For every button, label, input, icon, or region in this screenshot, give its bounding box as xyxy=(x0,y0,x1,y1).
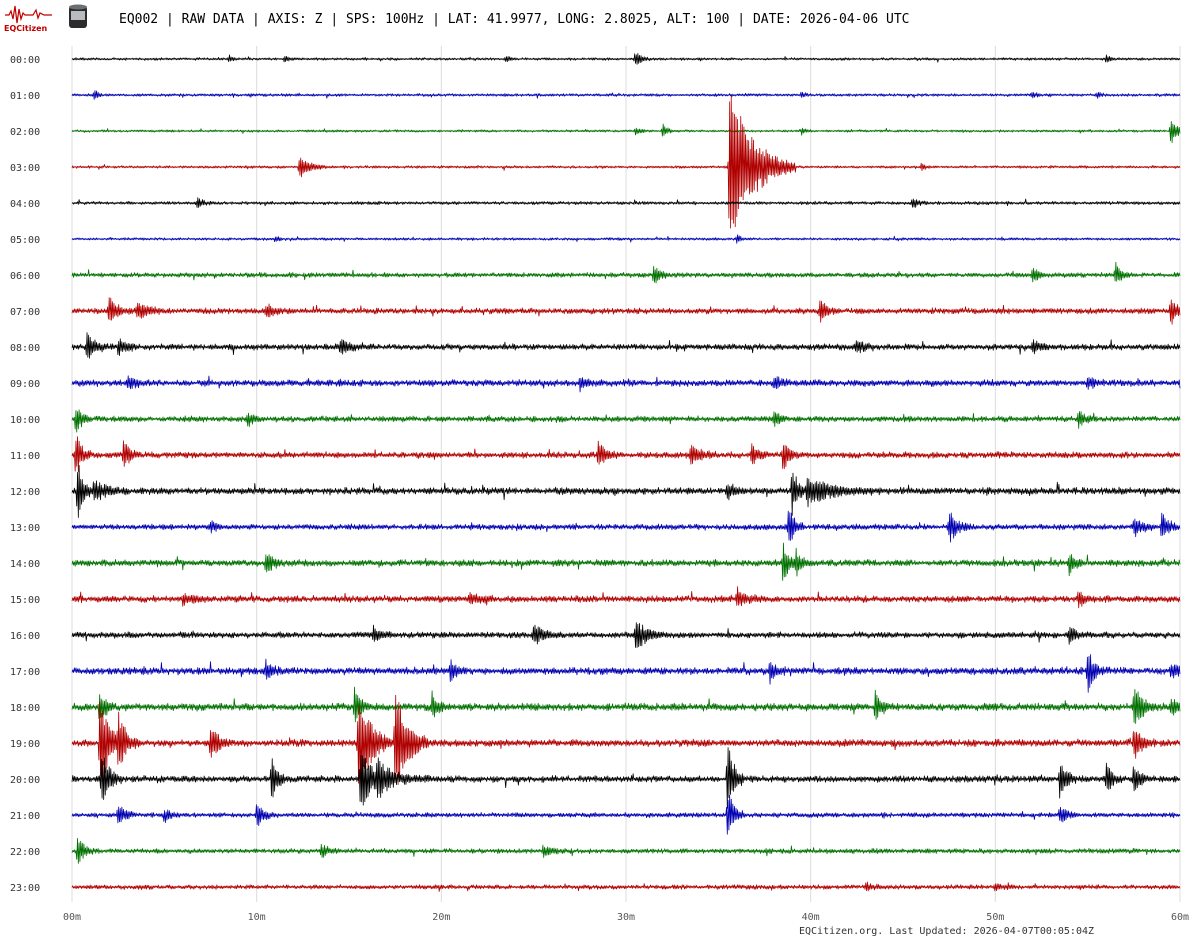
seismic-trace xyxy=(71,694,1181,795)
hour-label: 04:00 xyxy=(10,199,40,210)
hour-label: 09:00 xyxy=(10,379,40,390)
x-axis-ticks: 00m 10m 20m 30m 40m 50m 60m xyxy=(63,912,1189,923)
seismic-trace xyxy=(71,261,1181,284)
seismic-trace xyxy=(71,881,1181,892)
hour-label: 07:00 xyxy=(10,307,40,318)
hour-label: 03:00 xyxy=(10,163,40,174)
hour-label: 23:00 xyxy=(10,883,40,894)
hour-label: 14:00 xyxy=(10,559,40,570)
seismic-trace xyxy=(71,654,1181,693)
grid-lines xyxy=(71,46,1181,902)
seismic-trace xyxy=(71,622,1181,648)
hour-label: 15:00 xyxy=(10,595,40,606)
hour-label: 01:00 xyxy=(10,91,40,102)
hour-label: 17:00 xyxy=(10,667,40,678)
seismic-trace xyxy=(71,686,1181,724)
hour-label: 06:00 xyxy=(10,271,40,282)
sensor-device-icon xyxy=(69,4,87,28)
seismic-trace xyxy=(71,332,1181,359)
seismograph-logo-icon xyxy=(5,5,52,24)
seismic-trace xyxy=(71,586,1181,609)
hour-label: 16:00 xyxy=(10,631,40,642)
hour-label: 21:00 xyxy=(10,811,40,822)
seismic-trace xyxy=(71,409,1181,433)
seismic-trace xyxy=(71,837,1181,864)
hour-label: 13:00 xyxy=(10,523,40,534)
chart-title: EQ002 | RAW DATA | AXIS: Z | SPS: 100Hz … xyxy=(119,12,910,27)
hour-label: 22:00 xyxy=(10,847,40,858)
hour-label: 00:00 xyxy=(10,55,40,66)
x-tick-label: 00m xyxy=(63,912,81,923)
seismic-trace xyxy=(71,465,1181,518)
seismic-trace xyxy=(71,95,1181,229)
hour-label: 20:00 xyxy=(10,775,40,786)
hour-label: 11:00 xyxy=(10,451,40,462)
seismic-trace xyxy=(71,747,1181,809)
hour-label: 19:00 xyxy=(10,739,40,750)
hour-label: 12:00 xyxy=(10,487,40,498)
x-tick-label: 40m xyxy=(802,912,820,923)
logo: EQCitizen xyxy=(4,5,52,33)
hour-label: 08:00 xyxy=(10,343,40,354)
seismic-trace xyxy=(71,795,1181,835)
seismic-trace xyxy=(71,53,1181,65)
x-tick-label: 50m xyxy=(986,912,1004,923)
footer-text: EQCitizen.org. Last Updated: 2026-04-07T… xyxy=(799,926,1094,937)
seismic-trace xyxy=(71,375,1181,393)
hour-label: 18:00 xyxy=(10,703,40,714)
seismic-trace xyxy=(71,234,1181,244)
seismic-trace xyxy=(71,121,1181,144)
x-tick-label: 60m xyxy=(1171,912,1189,923)
x-tick-label: 30m xyxy=(617,912,635,923)
hour-label: 05:00 xyxy=(10,235,40,246)
seismic-trace xyxy=(71,197,1181,208)
x-tick-label: 20m xyxy=(432,912,450,923)
hour-labels: 00:00 01:00 02:00 03:00 04:00 05:00 06:00 07:00… xyxy=(10,55,40,894)
logo-text: EQCitizen xyxy=(4,24,48,33)
seismic-trace xyxy=(71,297,1181,325)
seismic-trace xyxy=(71,510,1181,543)
trace-group xyxy=(71,53,1181,892)
hour-label: 02:00 xyxy=(10,127,40,138)
seismic-trace xyxy=(71,542,1181,581)
hour-label: 10:00 xyxy=(10,415,40,426)
seismic-trace xyxy=(71,436,1181,473)
seismic-trace xyxy=(71,90,1181,100)
x-tick-label: 10m xyxy=(248,912,266,923)
